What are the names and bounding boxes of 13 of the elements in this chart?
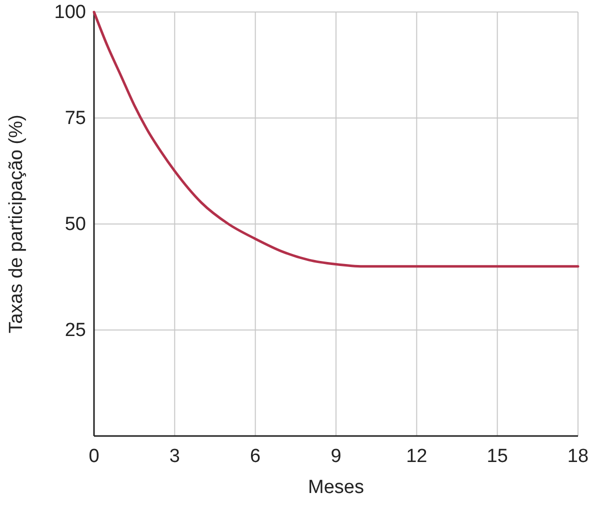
x-tick-label: 9	[330, 446, 342, 467]
y-tick-label: 50	[64, 214, 86, 235]
x-axis-title: Meses	[308, 477, 364, 498]
y-tick-label: 100	[54, 2, 86, 23]
y-tick-label: 75	[64, 108, 86, 129]
y-tick-label: 25	[64, 320, 86, 341]
x-tick-label: 18	[567, 446, 589, 467]
x-tick-label: 0	[88, 446, 100, 467]
y-axis-title: Taxas de participação (%)	[6, 114, 27, 334]
x-tick-label: 6	[250, 446, 261, 467]
x-tick-label: 15	[486, 446, 508, 467]
x-tick-label: 12	[406, 446, 428, 467]
x-tick-label: 3	[169, 446, 180, 467]
